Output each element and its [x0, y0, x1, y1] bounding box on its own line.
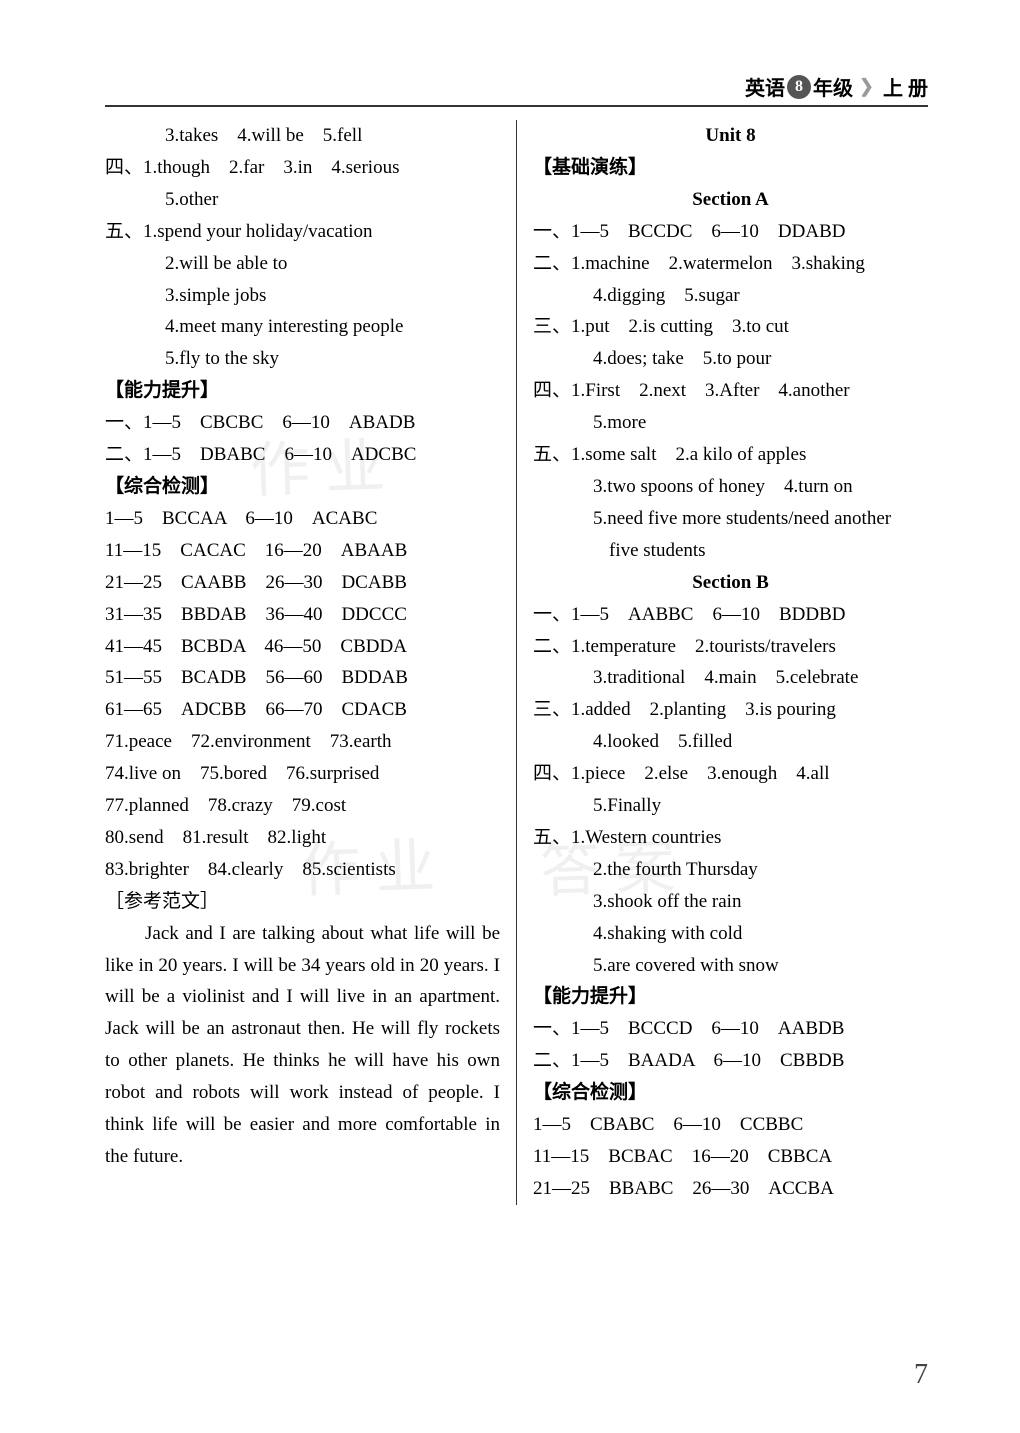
- right-column: Unit 8 【基础演练】 Section A 一、1—5 BCCDC 6—10…: [517, 120, 928, 1205]
- text-line: 2.the fourth Thursday: [533, 854, 928, 886]
- section-heading: 【综合检测】: [105, 471, 500, 503]
- text-line: 2.will be able to: [105, 248, 500, 280]
- text-line: 21—25 BBABC 26—30 ACCBA: [533, 1173, 928, 1205]
- text-line: 二、1.machine 2.watermelon 3.shaking: [533, 248, 928, 280]
- text-line: 5.other: [105, 184, 500, 216]
- text-line: 五、1.Western countries: [533, 822, 928, 854]
- text-line: 4.digging 5.sugar: [533, 280, 928, 312]
- section-heading: 【能力提升】: [533, 981, 928, 1013]
- text-line: 77.planned 78.crazy 79.cost: [105, 790, 500, 822]
- text-line: 51—55 BCADB 56—60 BDDAB: [105, 662, 500, 694]
- text-line: 3.traditional 4.main 5.celebrate: [533, 662, 928, 694]
- section-title: Section A: [533, 184, 928, 216]
- page-header: 英语 8 年级 〉〉 上 册: [105, 72, 928, 107]
- text-line: 四、1.though 2.far 3.in 4.serious: [105, 152, 500, 184]
- text-line: 61—65 ADCBB 66—70 CDACB: [105, 694, 500, 726]
- section-heading: 【综合检测】: [533, 1077, 928, 1109]
- section-heading: 【基础演练】: [533, 152, 928, 184]
- text-line: 80.send 81.result 82.light: [105, 822, 500, 854]
- text-line: 一、1—5 CBCBC 6—10 ABADB: [105, 407, 500, 439]
- text-line: 四、1.piece 2.else 3.enough 4.all: [533, 758, 928, 790]
- text-line: 31—35 BBDAB 36—40 DDCCC: [105, 599, 500, 631]
- text-line: 1—5 CBABC 6—10 CCBBC: [533, 1109, 928, 1141]
- text-line: 3.takes 4.will be 5.fell: [105, 120, 500, 152]
- text-line: 5.Finally: [533, 790, 928, 822]
- text-line: 三、1.added 2.planting 3.is pouring: [533, 694, 928, 726]
- chevron-icon: 〉〉: [861, 72, 875, 101]
- text-line: 11—15 CACAC 16—20 ABAAB: [105, 535, 500, 567]
- text-line: 41—45 BCBDA 46—50 CBDDA: [105, 631, 500, 663]
- text-line: ［参考范文］: [105, 886, 500, 918]
- essay-text: Jack and I are talking about what life w…: [105, 918, 500, 1173]
- left-column: 3.takes 4.will be 5.fell 四、1.though 2.fa…: [105, 120, 517, 1205]
- text-line: five students: [533, 535, 928, 567]
- content-area: 3.takes 4.will be 5.fell 四、1.though 2.fa…: [105, 120, 928, 1205]
- text-line: 74.live on 75.bored 76.surprised: [105, 758, 500, 790]
- text-line: 4.does; take 5.to pour: [533, 343, 928, 375]
- text-line: 4.shaking with cold: [533, 918, 928, 950]
- text-line: 83.brighter 84.clearly 85.scientists: [105, 854, 500, 886]
- text-line: 二、1.temperature 2.tourists/travelers: [533, 631, 928, 663]
- text-line: 4.looked 5.filled: [533, 726, 928, 758]
- text-line: 71.peace 72.environment 73.earth: [105, 726, 500, 758]
- volume-label: 上 册: [883, 72, 928, 101]
- page-number: 7: [914, 1359, 928, 1391]
- text-line: 五、1.spend your holiday/vacation: [105, 216, 500, 248]
- text-line: 三、1.put 2.is cutting 3.to cut: [533, 311, 928, 343]
- text-line: 11—15 BCBAC 16—20 CBBCA: [533, 1141, 928, 1173]
- text-line: 5.fly to the sky: [105, 343, 500, 375]
- subject-label: 英语: [745, 72, 785, 101]
- grade-suffix: 年级: [813, 72, 853, 101]
- text-line: 一、1—5 BCCDC 6—10 DDABD: [533, 216, 928, 248]
- text-line: 5.need five more students/need another: [533, 503, 928, 535]
- text-line: 一、1—5 BCCCD 6—10 AABDB: [533, 1013, 928, 1045]
- section-title: Section B: [533, 567, 928, 599]
- text-line: 5.more: [533, 407, 928, 439]
- text-line: 一、1—5 AABBC 6—10 BDDBD: [533, 599, 928, 631]
- header-title: 英语 8 年级 〉〉 上 册: [745, 72, 928, 101]
- text-line: 1—5 BCCAA 6—10 ACABC: [105, 503, 500, 535]
- text-line: 4.meet many interesting people: [105, 311, 500, 343]
- text-line: 3.simple jobs: [105, 280, 500, 312]
- text-line: 5.are covered with snow: [533, 950, 928, 982]
- unit-title: Unit 8: [533, 120, 928, 152]
- text-line: 21—25 CAABB 26—30 DCABB: [105, 567, 500, 599]
- text-line: 五、1.some salt 2.a kilo of apples: [533, 439, 928, 471]
- text-line: 二、1—5 DBABC 6—10 ADCBC: [105, 439, 500, 471]
- text-line: 3.shook off the rain: [533, 886, 928, 918]
- text-line: 3.two spoons of honey 4.turn on: [533, 471, 928, 503]
- grade-badge: 8: [787, 75, 811, 99]
- text-line: 四、1.First 2.next 3.After 4.another: [533, 375, 928, 407]
- text-line: 二、1—5 BAADA 6—10 CBBDB: [533, 1045, 928, 1077]
- section-heading: 【能力提升】: [105, 375, 500, 407]
